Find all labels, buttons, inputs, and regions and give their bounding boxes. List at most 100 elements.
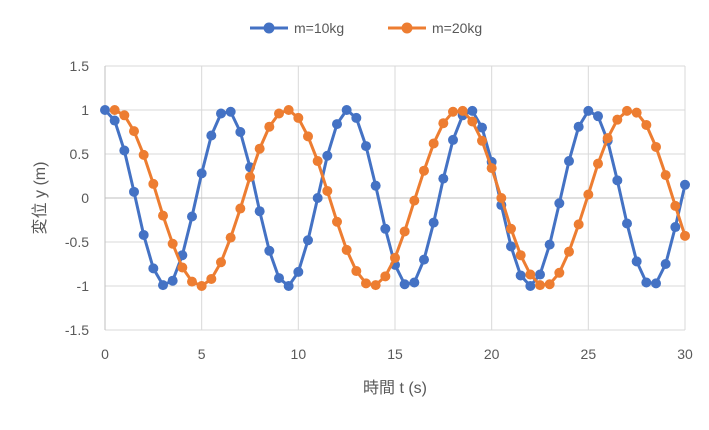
data-point (158, 280, 168, 291)
data-point (496, 193, 507, 203)
data-point (583, 189, 594, 200)
data-point (438, 118, 449, 129)
x-tick-label: 20 (484, 346, 500, 362)
data-point (100, 105, 110, 115)
data-point (167, 275, 178, 286)
data-point (641, 119, 652, 130)
data-point (187, 276, 197, 287)
x-tick-label: 5 (198, 346, 206, 362)
data-point (119, 145, 130, 156)
data-point (554, 267, 565, 278)
data-point (660, 259, 671, 269)
y-tick-label: -1.5 (65, 322, 89, 338)
data-point (467, 116, 478, 127)
data-point (167, 238, 178, 249)
x-tick-label: 15 (387, 346, 403, 362)
data-point (312, 193, 323, 203)
y-tick-label: -0.5 (65, 234, 89, 250)
data-point (573, 219, 584, 230)
data-point (109, 105, 120, 115)
data-point (293, 266, 304, 277)
data-point (612, 175, 623, 186)
data-point (651, 278, 661, 289)
data-point (303, 235, 313, 246)
y-tick-label: -1 (77, 278, 90, 294)
data-point (380, 223, 391, 234)
data-point (428, 138, 439, 149)
data-point (254, 206, 265, 217)
data-point (419, 254, 429, 265)
data-point (622, 105, 632, 116)
data-point (283, 281, 294, 291)
data-point (293, 112, 304, 123)
data-point (467, 105, 478, 116)
y-axis-label: 変位 y (m) (31, 162, 49, 235)
data-point (525, 281, 536, 291)
data-point (680, 179, 690, 190)
data-point (138, 149, 149, 160)
data-point (332, 216, 342, 227)
data-point (341, 244, 352, 255)
data-point (554, 198, 565, 209)
data-point (235, 203, 246, 214)
data-point (477, 122, 487, 133)
data-point (583, 105, 594, 116)
data-point (148, 178, 159, 189)
x-tick-label: 0 (101, 346, 109, 362)
y-tick-label: 0 (81, 190, 89, 206)
data-point (680, 230, 690, 241)
data-point (322, 150, 333, 161)
data-point (486, 163, 497, 174)
data-point (109, 115, 120, 126)
data-point (544, 239, 555, 250)
data-point (361, 278, 371, 289)
data-point (129, 126, 139, 137)
data-point (622, 218, 632, 229)
data-point (506, 241, 516, 252)
data-point (380, 271, 391, 282)
data-point (564, 246, 574, 257)
data-point (322, 185, 333, 196)
data-point (341, 105, 352, 115)
data-point (506, 223, 516, 234)
data-point (631, 256, 642, 267)
y-tick-label: 1.5 (70, 58, 90, 74)
data-point (544, 279, 555, 290)
data-point (216, 108, 226, 119)
legend-label: m=10kg (294, 20, 344, 36)
data-point (564, 156, 574, 167)
x-tick-label: 10 (291, 346, 307, 362)
data-point (332, 119, 342, 130)
data-point (254, 143, 265, 154)
data-point (351, 112, 362, 123)
data-point (399, 279, 410, 290)
data-point (283, 105, 294, 115)
data-point (361, 141, 371, 152)
data-point (264, 121, 275, 132)
data-point (225, 106, 236, 117)
data-point (351, 266, 362, 277)
data-point (457, 105, 468, 116)
x-axis-label: 時間 t (s) (363, 379, 427, 397)
data-point (206, 130, 217, 141)
data-point (158, 210, 168, 221)
data-point (235, 127, 246, 137)
data-point (631, 107, 642, 118)
data-point (264, 245, 275, 256)
data-point (274, 273, 284, 284)
data-point (515, 270, 526, 281)
legend-label: m=20kg (432, 20, 482, 36)
data-point (196, 281, 207, 291)
data-point (641, 277, 652, 288)
data-point (129, 186, 139, 197)
data-point (477, 135, 487, 146)
data-point (602, 133, 613, 144)
data-point (535, 269, 545, 280)
data-point (660, 170, 671, 181)
data-point (515, 250, 526, 261)
y-tick-label: 0.5 (70, 146, 90, 162)
data-point (187, 211, 197, 222)
data-point (428, 217, 439, 228)
legend-marker (263, 22, 275, 34)
data-point (196, 168, 207, 179)
